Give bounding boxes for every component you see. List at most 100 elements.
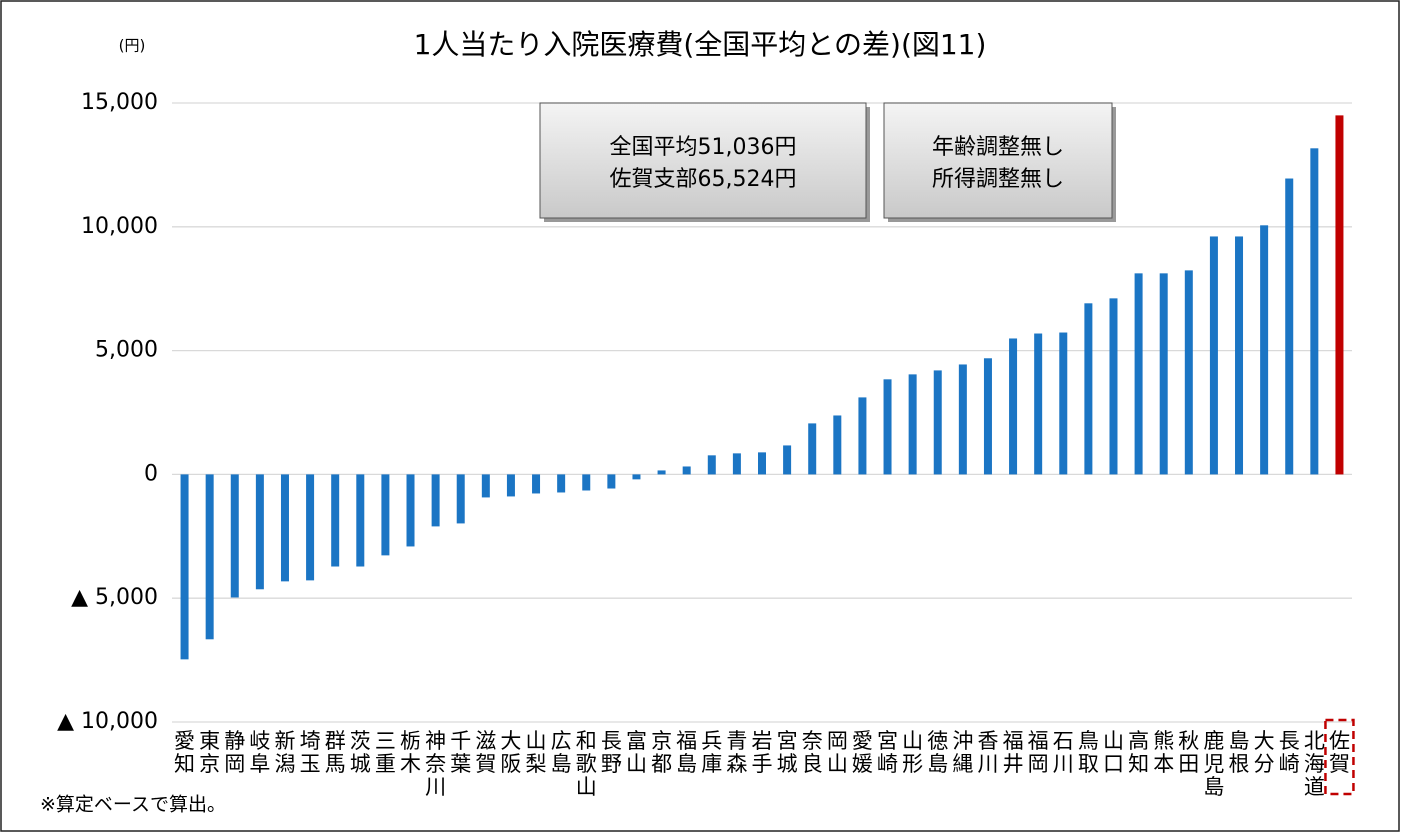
bar [431,474,440,527]
x-tick-label: 福岡 [1028,729,1049,776]
x-tick-label: 山口 [1103,729,1124,776]
bar [1159,273,1168,475]
x-tick-label: 東京 [199,729,220,776]
x-tick-label: 富山 [626,729,647,776]
bar [406,474,415,547]
bar [532,474,541,494]
y-tick-label: 0 [144,461,158,486]
bar [657,470,666,475]
bar [883,379,892,475]
x-tick-label: 山梨 [526,729,547,776]
x-tick-label: 神奈川 [425,729,446,799]
x-tick-label: 広島 [551,729,572,776]
bar [707,455,716,475]
bar [1059,332,1068,475]
x-tick-label: 秋田 [1178,729,1199,776]
bar [1285,178,1294,475]
bar [858,397,867,475]
y-tick-label: 10,000 [81,214,158,239]
y-tick-label: ▲ 10,000 [57,709,158,734]
x-tick-label: 石川 [1053,729,1074,776]
x-tick-label: 愛媛 [852,729,873,776]
bar [1134,273,1143,475]
annotation-text: 所得調整無し [932,167,1064,192]
bar [983,358,992,475]
x-tick-label: 鹿児島 [1203,729,1224,799]
y-unit: (円) [119,37,146,55]
x-tick-label: 茨城 [350,729,371,776]
x-tick-label: 鳥取 [1078,729,1099,776]
annotation-box [539,102,867,219]
x-tick-label: 熊本 [1153,729,1174,776]
x-tick-label: 長野 [601,729,622,776]
bar [958,364,967,475]
bar [1260,225,1269,475]
bar [783,445,792,475]
x-tick-label: 三重 [375,729,396,776]
bar [557,474,566,493]
bar [933,370,942,475]
bar [1034,333,1043,475]
x-tick-label: 宮城 [777,729,798,776]
bar [255,474,264,590]
bar [280,474,289,582]
bar [230,474,239,598]
bar [582,474,591,491]
y-tick-label: 5,000 [95,338,158,363]
bar [456,474,465,524]
bar [808,423,817,475]
x-tick-label: 千葉 [450,729,471,776]
x-tick-label: 徳島 [927,729,948,776]
x-tick-label: 京都 [651,729,672,776]
annotation-text: 佐賀支部65,524円 [610,167,797,192]
x-tick-label: 高知 [1128,729,1149,776]
bar [180,474,189,660]
x-tick-label: 岐阜 [249,729,270,776]
annotation-text: 年齢調整無し [932,135,1064,160]
bar [908,374,917,475]
x-tick-label: 島根 [1229,729,1250,776]
bar [1209,236,1218,475]
x-tick-label: 和歌山 [576,729,597,799]
bar [205,474,214,640]
bar [632,474,641,480]
bar [481,474,490,498]
bar [1084,303,1093,475]
bar [1235,236,1244,475]
x-tick-label: 奈良 [802,729,823,776]
x-tick-label: 群馬 [325,729,346,776]
bar [306,474,315,581]
bar [758,452,766,475]
bar [1310,148,1319,475]
bar [732,453,741,475]
x-tick-label: 青森 [726,729,747,776]
x-tick-label: 長崎 [1279,729,1300,776]
x-tick-label: 大阪 [500,729,521,776]
x-tick-label: 栃木 [400,729,421,776]
chart-title: 1人当たり入院医療費(全国平均との差)(図11) [414,28,987,61]
x-tick-label: 岡山 [827,729,848,776]
x-tick-label: 新潟 [274,729,295,776]
x-tick-label: 香川 [977,729,998,776]
bar [506,474,515,497]
y-tick-label: 15,000 [81,90,158,115]
x-tick-label: 岩手 [752,729,773,776]
bar [356,474,365,567]
bar [682,466,691,475]
annotation-text: 全国平均51,036円 [610,135,797,160]
x-tick-label: 北海道 [1304,729,1325,799]
bar [833,415,842,475]
bar [1184,270,1193,475]
x-tick-label: 愛知 [174,729,195,776]
x-tick-label: 宮崎 [877,729,898,776]
x-tick-label: 山形 [902,729,923,776]
x-tick-label: 静岡 [224,729,245,776]
bar [607,474,616,489]
y-tick-label: ▲ 5,000 [71,585,158,610]
x-tick-label: 大分 [1254,729,1275,776]
bar [331,474,340,567]
bar [1109,298,1118,475]
bar [1009,338,1018,475]
x-tick-label: 福井 [1003,729,1024,776]
